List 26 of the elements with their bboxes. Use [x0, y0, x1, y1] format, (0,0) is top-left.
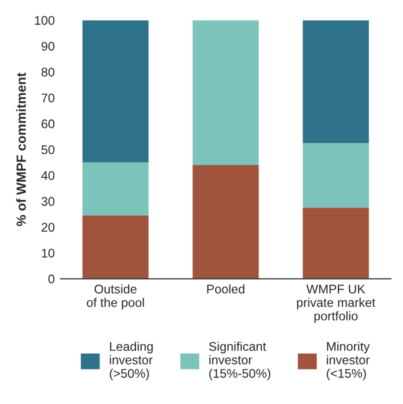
- legend-label: Leading investor (>50%): [110, 342, 153, 380]
- bar: [192, 164, 259, 279]
- bar: [192, 20, 259, 165]
- y-tick-label: 90: [42, 42, 54, 51]
- y-tick-label: 0: [48, 274, 54, 284]
- bar: [302, 20, 369, 144]
- y-tick-label: 20: [42, 222, 54, 232]
- bar: [82, 215, 149, 279]
- y-tick-label: 30: [41, 196, 54, 206]
- y-axis-title: % of WMPF commitment: [16, 72, 26, 226]
- y-tick-label: 100: [34, 16, 54, 25]
- y-tick-label: 50: [41, 145, 54, 154]
- y-tick-label: 10: [42, 248, 54, 258]
- y-tick-label: 70: [42, 94, 54, 102]
- legend-label: Significant investor (15%-50%): [209, 342, 270, 380]
- x-tick-label: WMPF UK private market portfolio: [297, 284, 376, 323]
- y-tick-label: 40: [41, 171, 54, 180]
- bar: [302, 143, 369, 208]
- x-tick-label: Pooled: [207, 284, 244, 294]
- bar: [302, 208, 369, 279]
- bar: [82, 20, 149, 162]
- y-tick-label: 80: [42, 68, 54, 77]
- y-tick-label: 60: [42, 119, 54, 128]
- bar: [82, 162, 149, 216]
- legend-label: Minority investor (<15%): [326, 342, 370, 380]
- x-tick-label: Outside of the pool: [86, 284, 144, 310]
